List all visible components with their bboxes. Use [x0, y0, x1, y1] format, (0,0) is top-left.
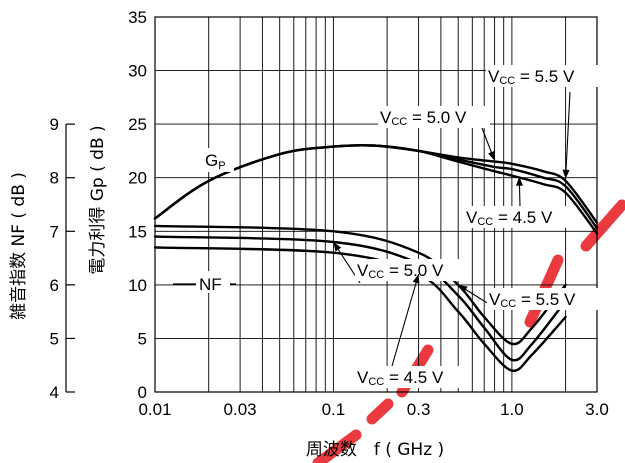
gp-tick-label: 35 — [128, 8, 147, 27]
gp-tick-label: 25 — [128, 115, 147, 134]
nf-tick-label: 7 — [50, 222, 59, 241]
gp-axis-title: 電力利得 Gp ( dB ) — [88, 125, 108, 274]
vcc-label-bg — [355, 259, 467, 281]
vcc-callouts: VCC = 5.5 V VCC = 5.0 V VCC = 4.5 V VCC = 5… — [332, 65, 599, 388]
gp-curve-label: GP — [205, 151, 226, 172]
gp-tick-label: 20 — [128, 169, 147, 188]
vcc-arrowhead — [562, 169, 570, 179]
plot-frame — [154, 16, 598, 393]
nf-axis-title: 雑音指数 NF ( dB ) — [9, 172, 29, 320]
vcc-arrowhead — [488, 150, 495, 161]
vcc-arrow-line — [391, 273, 420, 367]
x-tick-label: 0.3 — [407, 400, 431, 419]
vcc-label: VCC = 5.5 V — [489, 290, 576, 310]
x-axis-ticks: 0.01 0.03 0.1 0.3 1.0 3.0 — [138, 400, 608, 419]
nf-tick-label: 6 — [50, 276, 59, 295]
vcc-label-bg — [486, 65, 598, 87]
x-tick-label: 0.01 — [138, 400, 171, 419]
watermark — [312, 199, 625, 463]
x-axis-label: 周波数 f ( GHz ) — [306, 440, 444, 460]
nf-curve-5 — [153, 246, 567, 372]
curves — [153, 144, 599, 372]
vcc-label: VCC = 5.0 V — [380, 108, 467, 128]
gp-curve-2 — [153, 144, 599, 235]
vcc-arrowhead — [516, 176, 523, 186]
x-tick-label: 0.03 — [224, 400, 257, 419]
vcc-label: VCC = 5.5 V — [488, 67, 575, 87]
nf-axis-label: NF ( dB ) — [9, 172, 29, 246]
x-tick-label: 3.0 — [585, 400, 609, 419]
nf-tick-label: 9 — [50, 115, 59, 134]
gp-tick-label: 0 — [138, 383, 147, 402]
gp-axis-ticks: 0 5 10 15 20 25 30 35 — [128, 8, 147, 402]
vcc-label: VCC = 4.5 V — [357, 368, 444, 388]
vcc-label: VCC = 4.5 V — [466, 208, 553, 228]
vcc-arrowhead — [333, 242, 342, 252]
vcc-label-bg — [355, 366, 467, 388]
vcc-label-bg — [464, 206, 576, 228]
nf-tick-label: 4 — [50, 383, 59, 402]
gp-axis-label-prefix: 電力利得 — [88, 207, 108, 275]
gp-tick-label: 5 — [138, 329, 147, 348]
nf-tick-label: 8 — [50, 169, 59, 188]
gp-axis-label: Gp ( dB ) — [88, 125, 108, 201]
x-tick-label: 1.0 — [500, 400, 524, 419]
vcc-label-bg — [378, 106, 490, 128]
gp-tick-label: 15 — [128, 222, 147, 241]
nf-curve-3 — [153, 235, 567, 362]
nf-axis-label-prefix: 雑音指数 — [9, 252, 29, 320]
vcc-label: VCC = 5.0 V — [357, 261, 444, 281]
svg-text:雑音指数 NF ( dB ): 雑音指数 NF ( dB ) — [9, 172, 29, 320]
vcc-arrowhead — [458, 284, 468, 293]
nf-tick-label: 5 — [50, 329, 59, 348]
vcc-label-bg — [487, 288, 599, 310]
nf-curve-label: NF — [199, 275, 222, 294]
nf-axis: 4 5 6 7 8 9 — [50, 115, 75, 402]
gp-tick-label: 30 — [128, 62, 147, 81]
x-tick-label: 0.1 — [322, 400, 346, 419]
gp-tick-label: 10 — [128, 276, 147, 295]
vcc-arrowhead — [412, 274, 420, 284]
svg-text:電力利得 Gp ( dB ): 電力利得 Gp ( dB ) — [88, 125, 108, 274]
vcc-arrow-line — [565, 91, 571, 179]
